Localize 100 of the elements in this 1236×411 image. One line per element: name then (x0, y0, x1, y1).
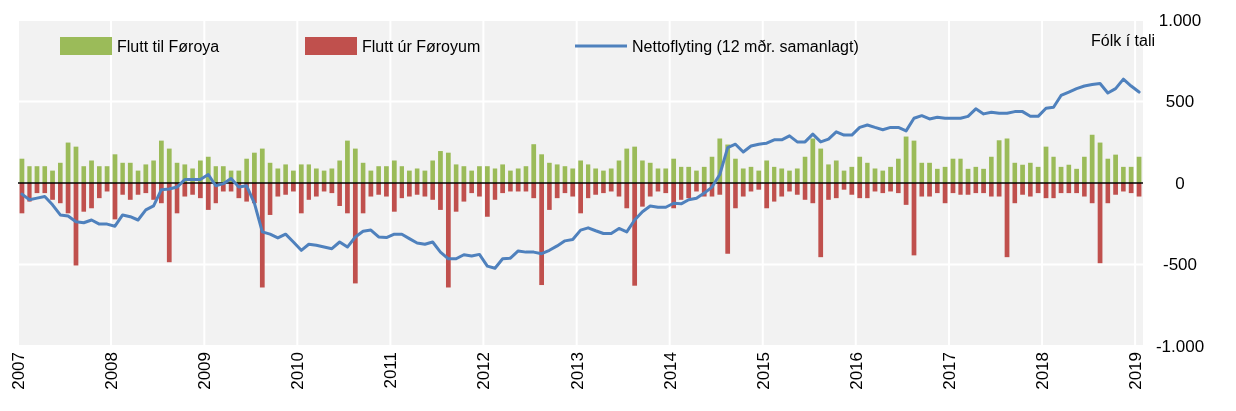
bar (810, 183, 816, 204)
bar (58, 183, 63, 204)
bar (919, 162, 925, 183)
bar (578, 160, 583, 183)
bar (1020, 164, 1025, 183)
bar (197, 183, 203, 199)
bar (58, 162, 63, 183)
x-tick-label: 2013 (567, 352, 587, 390)
bar (352, 148, 358, 183)
bar (430, 183, 435, 200)
bar (981, 168, 986, 183)
x-tick-label: 2009 (195, 352, 215, 390)
y-tick-label: 1.000 (1158, 10, 1202, 30)
bar (632, 183, 638, 286)
bar (50, 170, 55, 183)
bar (384, 183, 389, 197)
bar (624, 183, 630, 209)
bar (756, 183, 762, 190)
x-tick-label: 2016 (846, 352, 866, 390)
bar (376, 183, 381, 195)
bar (89, 183, 94, 209)
bar (570, 183, 576, 197)
x-tick-label: 2015 (753, 352, 773, 390)
bar (865, 183, 870, 199)
x-tick-label: 2010 (288, 352, 308, 390)
bar (640, 183, 645, 207)
bar (430, 160, 435, 183)
bar (857, 156, 863, 183)
y-tick-label: 0 (1175, 173, 1185, 193)
bar (81, 166, 87, 183)
bar (438, 183, 443, 210)
bar (1051, 156, 1056, 183)
bar (313, 183, 319, 197)
bar (159, 140, 164, 183)
bar (601, 170, 606, 183)
bar (989, 183, 994, 197)
bar (632, 146, 638, 183)
bar (127, 183, 133, 200)
bar (445, 152, 451, 183)
bar (896, 183, 901, 194)
bar (484, 166, 490, 183)
bar (477, 183, 482, 197)
bar (368, 170, 374, 183)
bar (764, 160, 770, 183)
bar (818, 183, 824, 258)
bar (833, 160, 839, 183)
bar (593, 168, 599, 183)
bar (989, 156, 994, 183)
bar (27, 166, 32, 183)
legend-label: Flutt úr Føroyum (362, 37, 481, 55)
bar (733, 158, 738, 183)
x-tick-label: 2007 (8, 352, 28, 390)
bar (97, 183, 102, 199)
bar (42, 183, 48, 194)
bar (391, 183, 397, 212)
bar (779, 168, 785, 183)
bar (120, 162, 125, 183)
bar (345, 183, 350, 214)
bar (259, 148, 265, 183)
bar (865, 162, 870, 183)
bar (1074, 168, 1079, 183)
line-series (20, 77, 1141, 270)
bar (694, 183, 699, 192)
bar (764, 183, 770, 209)
x-tick-label: 2014 (660, 352, 680, 390)
bar (919, 183, 925, 197)
bar (779, 183, 785, 197)
y-axis-title: Fólk í tali (1090, 32, 1155, 49)
bar (888, 166, 893, 183)
bar (151, 160, 156, 183)
bar (252, 152, 257, 183)
bar (608, 168, 614, 183)
bar (291, 170, 296, 183)
bar (826, 164, 831, 183)
bar (740, 168, 746, 183)
bar (236, 170, 242, 183)
bar (896, 158, 901, 183)
bar (935, 168, 940, 183)
bar (283, 164, 288, 183)
bar (725, 183, 731, 254)
bar (306, 164, 311, 183)
bar (1074, 183, 1079, 194)
bar (539, 154, 544, 183)
bar (337, 183, 342, 206)
bar (554, 183, 560, 199)
bar (849, 166, 855, 183)
bar (376, 166, 381, 183)
bar (857, 183, 863, 199)
bar (756, 170, 762, 183)
bar (1089, 183, 1095, 204)
bar (515, 168, 521, 183)
bar (826, 183, 831, 200)
bar (438, 151, 443, 183)
bar (531, 183, 537, 199)
bar (484, 183, 490, 217)
bar (880, 183, 886, 194)
bar (298, 164, 304, 183)
bar (1089, 134, 1095, 183)
bar (794, 183, 800, 195)
legend-label: Flutt til Føroya (117, 37, 220, 55)
